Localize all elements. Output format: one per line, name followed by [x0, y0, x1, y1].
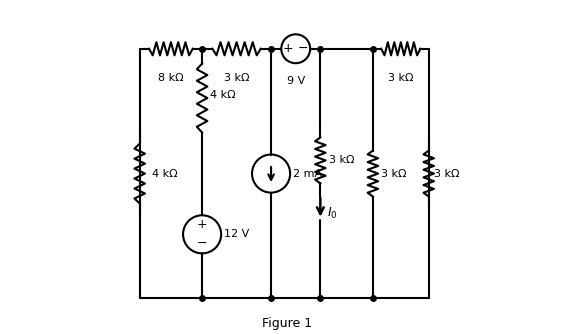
Text: 3 kΩ: 3 kΩ [224, 73, 250, 84]
Text: 3 kΩ: 3 kΩ [434, 169, 459, 179]
Text: 9 V: 9 V [286, 76, 305, 86]
Text: $I_0$: $I_0$ [327, 205, 338, 220]
Text: 8 kΩ: 8 kΩ [158, 73, 184, 84]
Text: 3 kΩ: 3 kΩ [388, 73, 413, 84]
Text: 4 kΩ: 4 kΩ [152, 169, 178, 179]
Text: +: + [197, 218, 208, 231]
Text: −: − [197, 237, 208, 250]
Text: 2 mA: 2 mA [293, 169, 323, 179]
Text: 3 kΩ: 3 kΩ [381, 169, 407, 179]
Text: −: − [298, 42, 308, 55]
Text: 3 kΩ: 3 kΩ [328, 155, 354, 165]
Text: 12 V: 12 V [224, 229, 250, 239]
Text: 4 kΩ: 4 kΩ [210, 90, 236, 100]
Text: +: + [283, 42, 293, 55]
Text: Figure 1: Figure 1 [262, 317, 313, 330]
